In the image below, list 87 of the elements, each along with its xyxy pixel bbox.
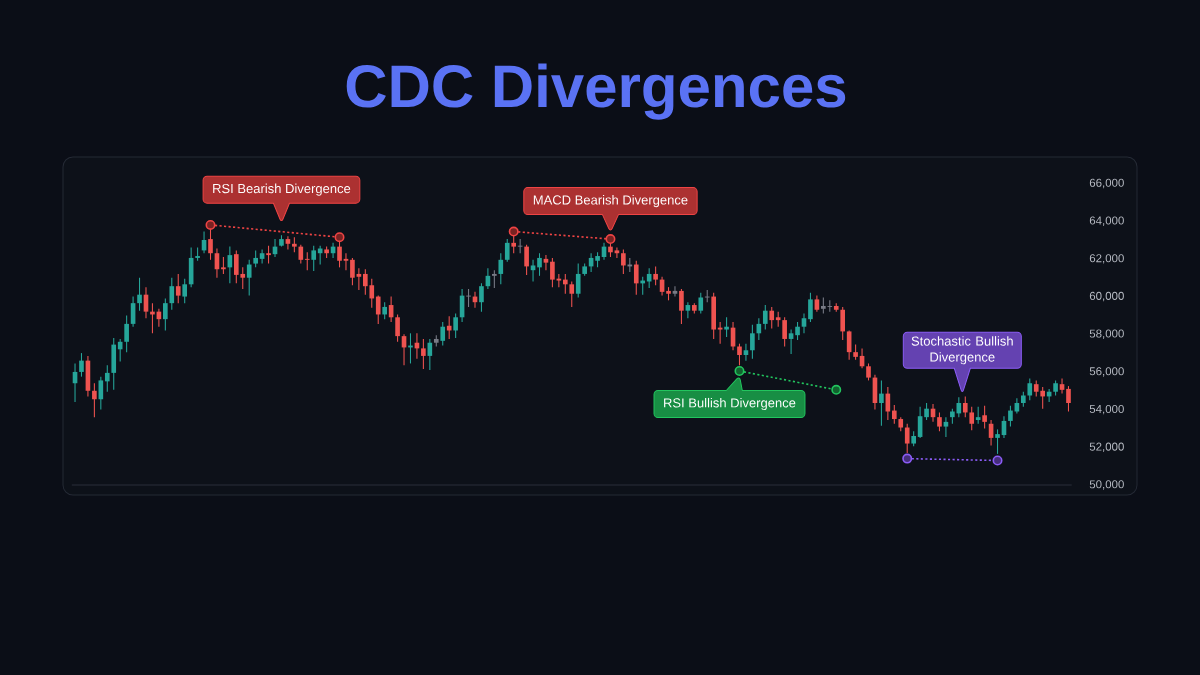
candlestick (679, 288, 684, 325)
point (992, 455, 1003, 466)
candlestick (575, 263, 581, 299)
candlestick (395, 313, 400, 343)
candlestick (943, 416, 949, 438)
point (902, 453, 913, 464)
candlestick (788, 329, 794, 355)
candlestick (446, 315, 452, 340)
candlestick (137, 277, 142, 312)
point (508, 226, 519, 237)
candlestick (453, 312, 458, 339)
candlestick (350, 257, 355, 286)
candlestick (1027, 377, 1033, 401)
candlestick (937, 411, 942, 432)
candlestick (724, 316, 729, 338)
candlestick (169, 277, 175, 311)
candlestick (504, 238, 510, 263)
point (205, 219, 216, 230)
y-tick-label: 56,000 (1089, 367, 1124, 377)
y-tick-label: 62,000 (1089, 254, 1124, 264)
candlestick (995, 428, 1000, 455)
candlestick (356, 267, 362, 291)
candlestick (163, 297, 168, 332)
candlestick (479, 282, 484, 313)
candlestick (117, 338, 123, 363)
point (734, 365, 745, 376)
point (605, 234, 616, 245)
candlestick (1059, 377, 1065, 395)
annotation: MACD Bearish Divergence (533, 195, 688, 208)
candlestick (969, 406, 975, 431)
candlestick (498, 252, 504, 285)
candlestick (550, 257, 555, 288)
y-tick-label: 50,000 (1089, 480, 1124, 490)
candlestick (750, 324, 755, 360)
candlestick (311, 245, 317, 272)
candlestick (782, 316, 787, 348)
candlestick (421, 338, 426, 370)
y-tick-label: 66,000 (1089, 178, 1124, 189)
candlestick (562, 273, 568, 295)
y-tick-label: 52,000 (1089, 442, 1124, 453)
candlestick (285, 235, 291, 250)
y-tick-label: 64,000 (1089, 216, 1124, 226)
annotation: RSI Bearish Divergence (213, 183, 351, 196)
y-tick-label: 60,000 (1089, 291, 1124, 302)
annotation: RSI Bullish Divergence (664, 397, 796, 411)
candlestick (375, 295, 381, 325)
candlestick (537, 252, 542, 277)
candlestick (104, 364, 110, 393)
candlestick (879, 379, 884, 427)
annotation: Stochastic Bullish Divergence (911, 336, 1013, 365)
candlestick (743, 343, 749, 362)
candlestick (904, 423, 910, 454)
candlestick (524, 244, 529, 276)
candlestick (808, 292, 813, 323)
candlestick (298, 244, 304, 265)
candlestick (653, 265, 658, 286)
candlestick (259, 248, 265, 265)
candlestick (1008, 405, 1013, 428)
candlestick (737, 343, 742, 366)
candlestick (962, 395, 968, 418)
candlestick (1066, 385, 1071, 413)
candlestick (175, 273, 181, 304)
candlestick (614, 247, 620, 259)
candlestick (982, 405, 987, 429)
candlestick (762, 304, 768, 331)
candlestick (79, 352, 84, 378)
candlestick (672, 285, 678, 298)
candlestick (246, 259, 252, 297)
candlestick (698, 292, 704, 315)
candlestick (182, 278, 188, 304)
candlestick (621, 248, 626, 275)
candlestick (440, 321, 446, 347)
candlestick (801, 312, 807, 334)
candlestick (569, 280, 575, 308)
candlestick (92, 382, 97, 418)
candlestick (891, 404, 897, 425)
candlestick (633, 260, 639, 296)
candlestick (769, 306, 775, 330)
point (831, 384, 842, 395)
y-tick-label: 58,000 (1089, 329, 1124, 339)
candlestick (685, 301, 691, 319)
candlestick (840, 306, 846, 341)
candlestick (124, 314, 129, 353)
point (334, 232, 345, 243)
candlestick (530, 259, 536, 283)
chart-title: CDC Divergences (346, 63, 846, 120)
y-tick-label: 54,000 (1089, 404, 1124, 415)
